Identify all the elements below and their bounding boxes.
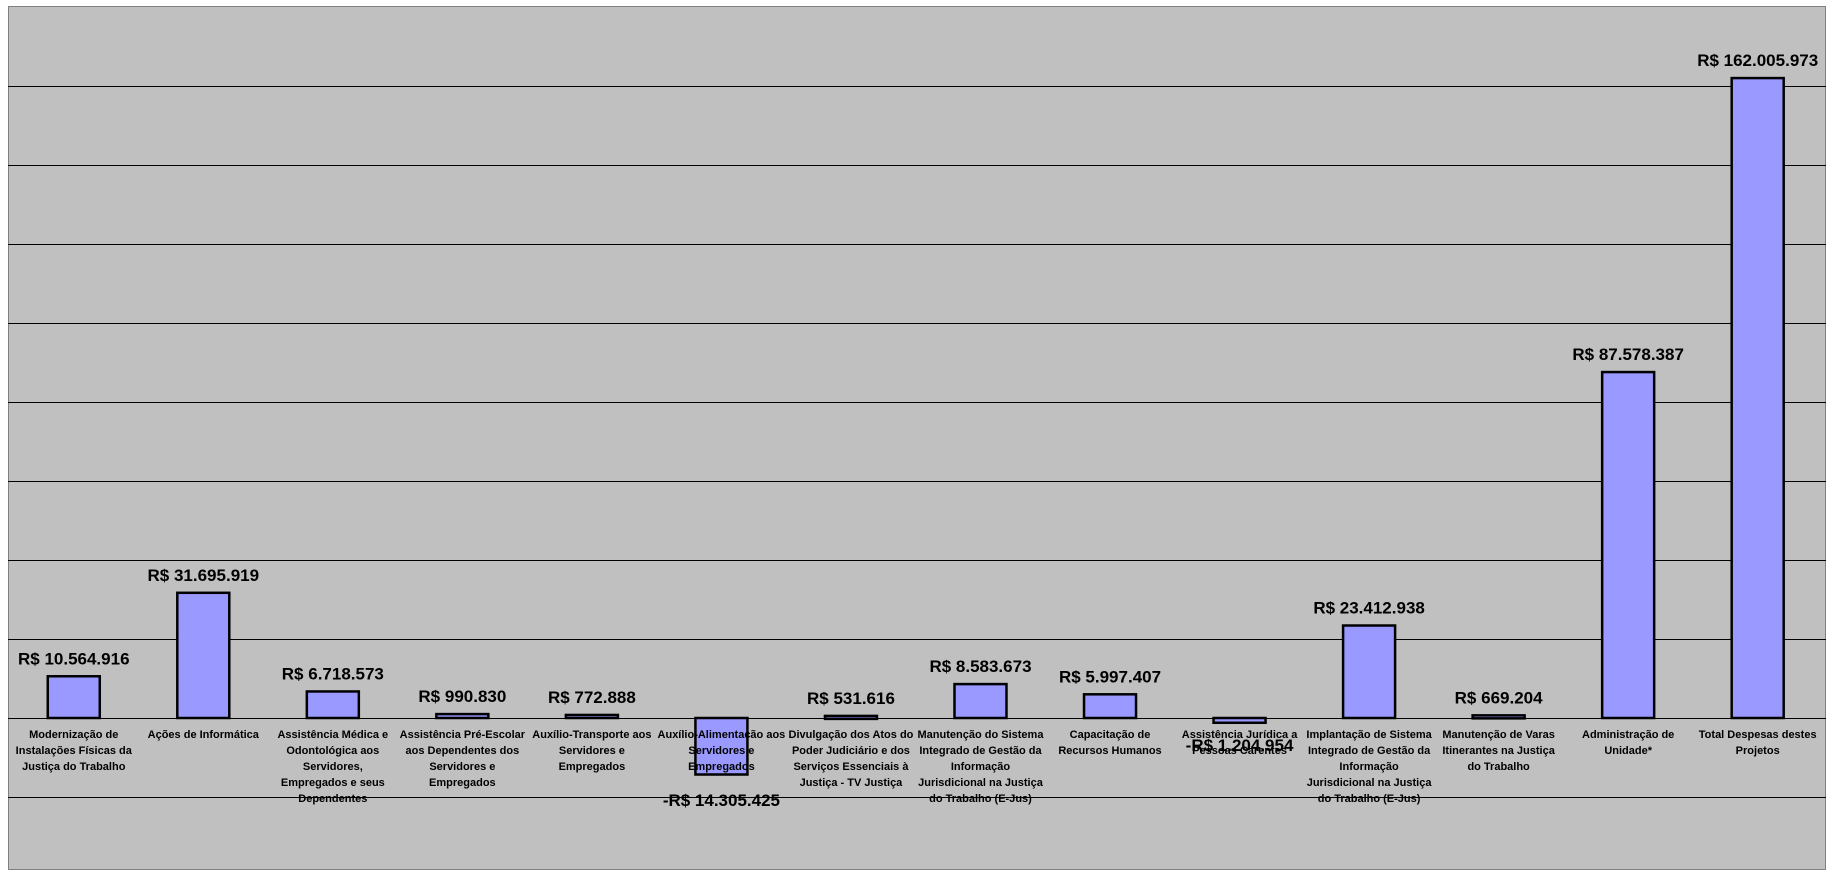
data-label: R$ 31.695.919	[148, 566, 260, 585]
bar	[953, 682, 1008, 720]
bar	[1730, 76, 1785, 720]
category-label: Implantação de Sistema Integrado de Gest…	[1306, 729, 1432, 805]
category-label: Manutenção do Sistema Integrado de Gestã…	[917, 729, 1044, 805]
bar	[564, 713, 620, 720]
bar	[823, 714, 879, 721]
data-label: R$ 669.204	[1455, 688, 1543, 707]
bar	[1212, 716, 1267, 725]
data-label: R$ 23.412.938	[1313, 599, 1425, 618]
category-label: Capacitação de Recursos Humanos	[1058, 729, 1162, 757]
data-label: R$ 531.616	[807, 689, 895, 708]
category-label: Auxílio-Transporte aos Servidores e Empr…	[532, 729, 652, 773]
bar-chart: R$ 10.564.916 R$ 31.695.919 R$ 6.718.573 R$…	[8, 6, 1826, 870]
category-label: Administração de Unidade*	[1582, 729, 1675, 757]
category-label: Assistência Médica e Odontológica aos Se…	[277, 729, 389, 805]
bar	[1471, 714, 1526, 720]
category-label: Assistência Pré-Escolar aos Dependentes …	[399, 729, 526, 789]
bar	[176, 591, 231, 720]
plot-area	[8, 6, 1826, 870]
data-label: R$ 87.578.387	[1572, 345, 1684, 364]
category-label: Total Despesas destes Projetos	[1698, 729, 1817, 757]
category-label: Auxílio-Alimentação aos Servidores e Emp…	[657, 729, 786, 773]
data-label: R$ 5.997.407	[1059, 667, 1161, 686]
category-label: Modernização de Instalações Físicas da J…	[15, 729, 132, 773]
bar	[305, 690, 361, 720]
chart-frame: R$ 10.564.916 R$ 31.695.919 R$ 6.718.573 R$…	[8, 6, 1826, 870]
data-label: R$ 6.718.573	[282, 664, 384, 683]
category-label: Manutenção de Varas Itinerantes na Justi…	[1442, 729, 1555, 773]
data-label: R$ 8.583.673	[929, 657, 1031, 676]
bar	[694, 716, 749, 776]
bar	[46, 675, 102, 720]
data-label: R$ 990.830	[418, 687, 506, 706]
data-label: -R$ 1.204.954	[1186, 736, 1294, 755]
bar	[1600, 370, 1656, 720]
data-label: R$ 162.005.973	[1697, 51, 1818, 70]
bar	[435, 712, 490, 720]
category-label: Assistência Jurídica a Pessoas Carentes	[1181, 729, 1298, 757]
bar	[1082, 693, 1138, 720]
data-label: -R$ 14.305.425	[663, 791, 780, 810]
category-label: Ações de Informática	[147, 729, 259, 741]
data-label: R$ 10.564.916	[18, 649, 130, 668]
category-label: Divulgação dos Atos do Poder Judiciário …	[788, 729, 914, 789]
bar	[1341, 624, 1397, 720]
data-label: R$ 772.888	[548, 688, 636, 707]
